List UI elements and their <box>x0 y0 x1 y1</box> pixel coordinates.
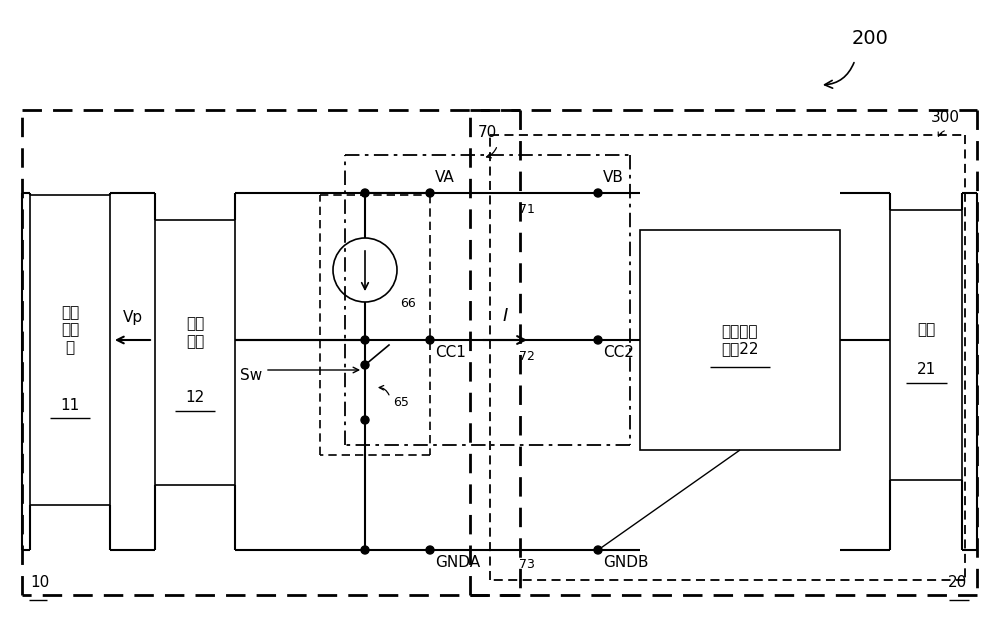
Text: Vp: Vp <box>122 310 143 325</box>
Text: 66: 66 <box>400 297 416 310</box>
Text: I: I <box>502 307 508 325</box>
Circle shape <box>594 546 602 554</box>
Circle shape <box>361 361 369 369</box>
Text: VB: VB <box>603 170 624 185</box>
Text: 72: 72 <box>519 350 535 363</box>
FancyArrowPatch shape <box>938 131 944 136</box>
Text: 21: 21 <box>916 362 936 378</box>
Text: Sw: Sw <box>240 367 262 383</box>
Text: 65: 65 <box>393 396 409 409</box>
Text: CC2: CC2 <box>603 345 634 360</box>
Text: 时变阔抗
电路22: 时变阔抗 电路22 <box>721 324 759 356</box>
Bar <box>30 195 110 505</box>
Text: 300: 300 <box>931 110 960 125</box>
Bar <box>155 220 235 485</box>
FancyArrowPatch shape <box>825 63 854 88</box>
Text: CC1: CC1 <box>435 345 466 360</box>
Circle shape <box>361 546 369 554</box>
Circle shape <box>426 546 434 554</box>
FancyArrowPatch shape <box>487 148 496 158</box>
Circle shape <box>594 336 602 344</box>
Circle shape <box>361 416 369 424</box>
Circle shape <box>426 189 434 197</box>
Text: GNDA: GNDA <box>435 555 480 570</box>
Bar <box>890 210 962 480</box>
Circle shape <box>361 336 369 344</box>
Text: 73: 73 <box>519 558 535 571</box>
Bar <box>640 230 840 450</box>
Text: 11: 11 <box>60 397 80 413</box>
Text: 控制
电路: 控制 电路 <box>186 316 204 349</box>
Circle shape <box>426 336 434 344</box>
Circle shape <box>361 189 369 197</box>
Text: 71: 71 <box>519 203 535 216</box>
Text: VA: VA <box>435 170 455 185</box>
Circle shape <box>594 189 602 197</box>
Text: 20: 20 <box>948 575 967 590</box>
Text: 200: 200 <box>852 29 888 47</box>
Text: 10: 10 <box>30 575 49 590</box>
Text: 70: 70 <box>478 125 497 140</box>
Text: GNDB: GNDB <box>603 555 648 570</box>
FancyArrowPatch shape <box>379 385 389 395</box>
Text: 电源
转换
器: 电源 转换 器 <box>61 305 79 355</box>
Text: 12: 12 <box>185 390 205 405</box>
Text: 负载: 负载 <box>917 323 935 337</box>
